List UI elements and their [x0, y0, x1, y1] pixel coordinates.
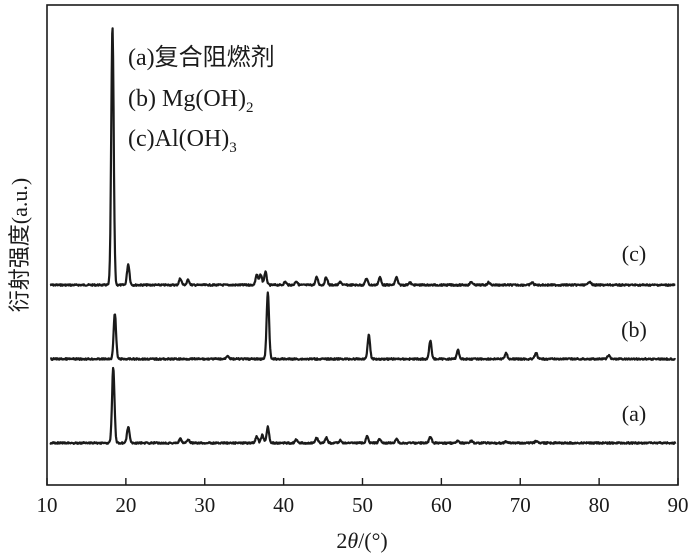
- curve-tag-layer: (c) (b) (a): [621, 241, 647, 426]
- legend-entry-b: (b) Mg(OH)2: [128, 86, 253, 116]
- legend-entry-a: (a)复合阻燃剂: [128, 44, 275, 71]
- x-tick-label: 90: [668, 493, 689, 517]
- xrd-trace-b: [49, 291, 676, 361]
- x-tick-label: 30: [194, 493, 215, 517]
- x-tick-label: 60: [431, 493, 452, 517]
- plot-frame: [46, 4, 679, 486]
- x-axis-title: 2θ/(°): [336, 528, 387, 553]
- x-tick-label: 10: [37, 493, 58, 517]
- x-tick-label: 80: [589, 493, 610, 517]
- x-tick-label: 40: [273, 493, 294, 517]
- legend-entry-c: (c)Al(OH)3: [128, 126, 237, 156]
- legend: (a)复合阻燃剂 (b) Mg(OH)2 (c)Al(OH)3: [128, 44, 275, 156]
- xrd-trace-a: [49, 366, 677, 445]
- trace-layer: [49, 27, 677, 445]
- xrd-trace-c: [49, 27, 676, 287]
- x-tick-label: 20: [115, 493, 136, 517]
- curve-tag-c: (c): [622, 241, 646, 266]
- x-tick-label: 70: [510, 493, 531, 517]
- x-tick-label: 50: [352, 493, 373, 517]
- x-axis: 10 20 30 40 50 60 70 80 90: [37, 478, 689, 517]
- y-axis-title: 衍射强度(a.u.): [7, 178, 32, 312]
- curve-tag-a: (a): [622, 401, 646, 426]
- curve-tag-b: (b): [621, 317, 647, 342]
